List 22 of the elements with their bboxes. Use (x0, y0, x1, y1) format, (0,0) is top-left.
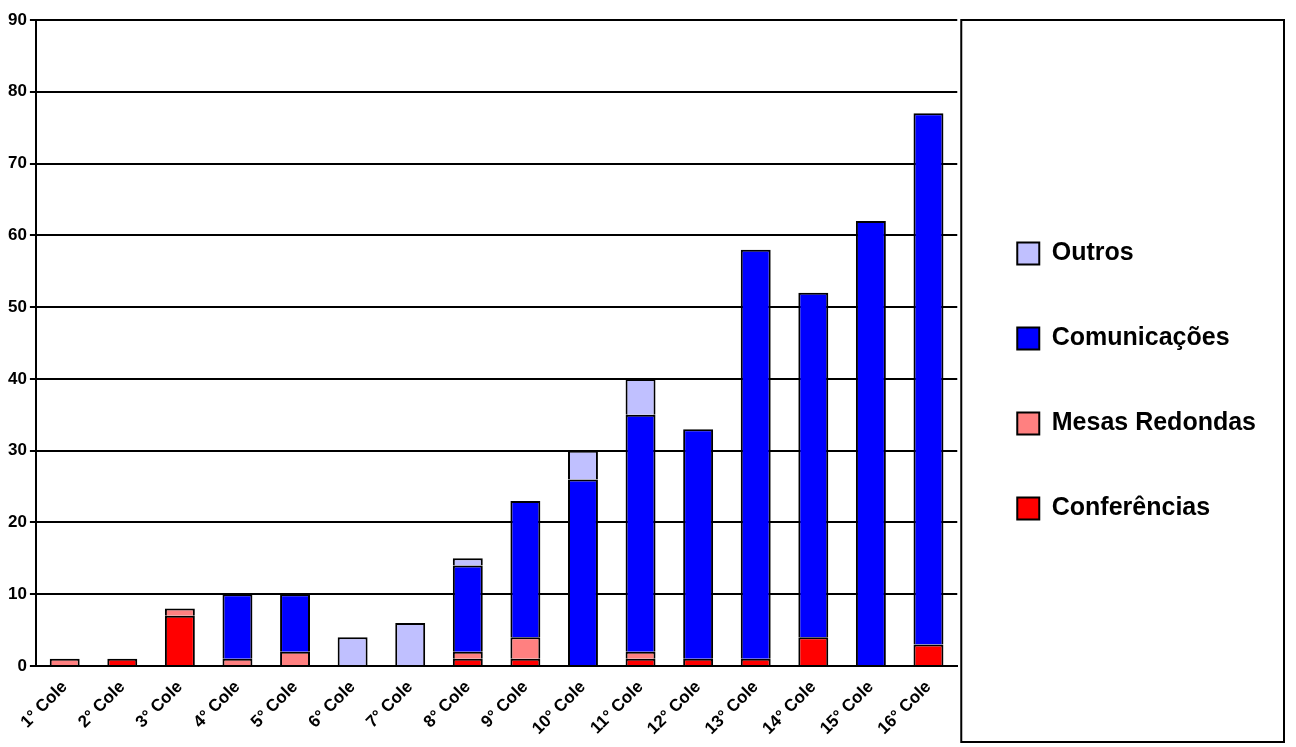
x-tick-label: 8° Cole (419, 676, 474, 732)
legend-label: Outros (1051, 237, 1134, 266)
x-tick-label: 2° Cole (74, 676, 129, 732)
x-tick-label: 7° Cole (362, 676, 417, 732)
legend-label: Comunicações (1051, 322, 1230, 351)
y-tick-label: 40 (7, 368, 27, 388)
y-tick-label: 70 (7, 153, 27, 173)
y-tick-label: 10 (7, 583, 27, 603)
x-tick-label: 6° Cole (304, 676, 359, 732)
legend-label: Conferências (1051, 492, 1211, 521)
y-tick-label: 50 (7, 296, 27, 316)
legend-label: Mesas Redondas (1051, 407, 1257, 436)
y-tick-label: 80 (7, 81, 27, 101)
x-tick-label: 1° Cole (16, 676, 71, 732)
y-tick-label: 60 (7, 225, 27, 245)
y-tick-label: 90 (7, 9, 27, 29)
x-tick-label: 5° Cole (246, 676, 302, 732)
x-tick-label: 3° Cole (131, 676, 187, 732)
y-tick-label: 30 (7, 440, 27, 460)
y-tick-label: 20 (7, 512, 27, 532)
y-tick-label: 0 (17, 655, 27, 675)
x-tick-label: 4° Cole (189, 676, 244, 732)
